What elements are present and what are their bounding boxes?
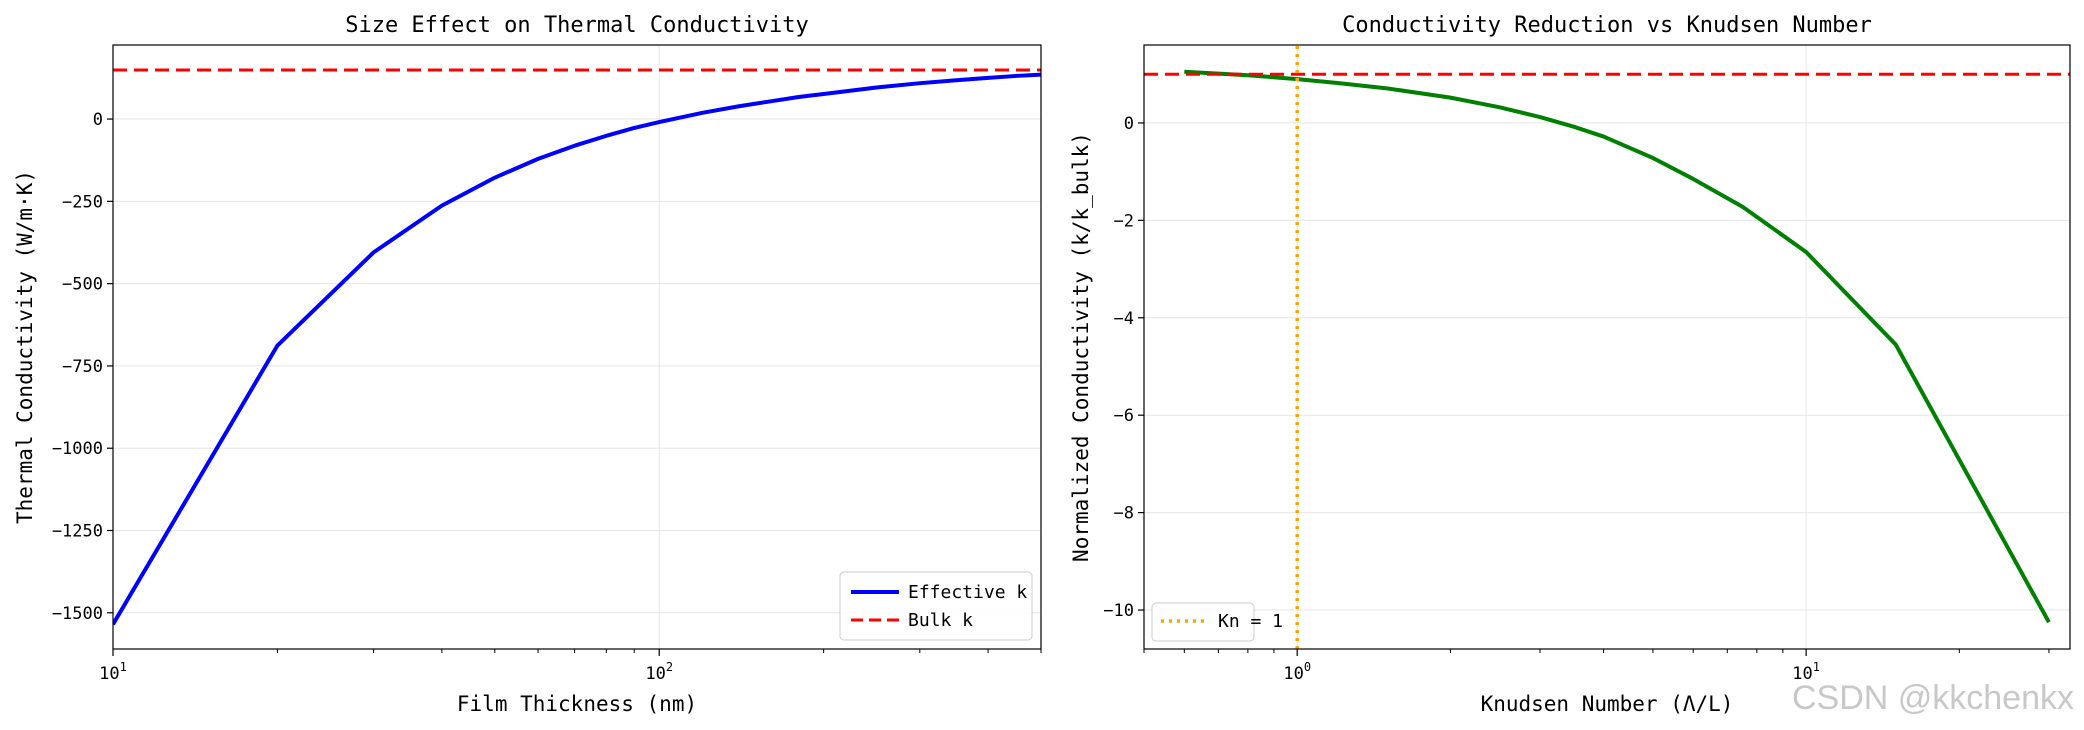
legend: Effective k Bulk k bbox=[839, 571, 1033, 641]
x-tick-label: 101 bbox=[1792, 660, 1820, 684]
y-tick-label: −1250 bbox=[52, 522, 103, 542]
y-tick-label: −500 bbox=[62, 275, 103, 295]
chart-title: Conductivity Reduction vs Knudsen Number bbox=[1342, 13, 1872, 38]
plot-area bbox=[1144, 45, 2070, 649]
legend-label-kn: Kn = 1 bbox=[1218, 611, 1283, 632]
tick-group: 0 −2 −4 −6 −8 −10 100 101 bbox=[1103, 114, 2050, 684]
x-tick-label: 101 bbox=[99, 660, 127, 684]
series-effective-k-line bbox=[113, 72, 1041, 626]
y-tick-label: −6 bbox=[1114, 406, 1134, 426]
y-tick-label: −250 bbox=[62, 192, 103, 212]
series-group bbox=[113, 68, 1041, 626]
plot-frame bbox=[1143, 44, 2071, 650]
legend-label-effective: Effective k bbox=[908, 582, 1027, 603]
series-group bbox=[1144, 45, 2070, 649]
x-axis-label: Film Thickness (nm) bbox=[457, 692, 697, 716]
legend: Kn = 1 bbox=[1151, 602, 1283, 642]
y-tick-label: 0 bbox=[93, 110, 103, 130]
y-tick-label: −4 bbox=[1114, 309, 1134, 329]
x-tick-label: 102 bbox=[645, 660, 673, 684]
legend-box bbox=[839, 571, 1033, 641]
y-tick-label: −1000 bbox=[52, 439, 103, 459]
tick-group: 0 −250 −500 −750 −1000 −1250 −1500 101 102 bbox=[52, 110, 1042, 684]
thermal-conductivity-chart: 0 −250 −500 −750 −1000 −1250 −1500 101 102 Size … bbox=[13, 13, 1042, 716]
y-axis-label: Normalized Conductivity (k/k_bulk) bbox=[1069, 132, 1093, 562]
x-axis-label: Knudsen Number (Λ/L) bbox=[1481, 692, 1734, 716]
y-tick-label: −2 bbox=[1114, 211, 1134, 231]
watermark: CSDN @kkchenkx bbox=[1791, 679, 2074, 717]
y-tick-label: −10 bbox=[1103, 601, 1134, 621]
series-normalized-k-line bbox=[1184, 69, 2051, 624]
y-tick-label: 0 bbox=[1124, 114, 1134, 134]
plot-area bbox=[113, 45, 1041, 649]
x-tick-label: 100 bbox=[1283, 660, 1311, 684]
legend-label-bulk: Bulk k bbox=[908, 610, 973, 631]
y-tick-label: −750 bbox=[62, 357, 103, 377]
y-tick-label: −8 bbox=[1114, 504, 1134, 524]
knudsen-chart: 0 −2 −4 −6 −8 −10 100 101 Conductivity Reductio… bbox=[1069, 13, 2071, 716]
y-axis-label: Thermal Conductivity (W/m·K) bbox=[13, 170, 37, 524]
y-tick-label: −1500 bbox=[52, 604, 103, 624]
chart-title: Size Effect on Thermal Conductivity bbox=[345, 13, 809, 38]
plot-frame bbox=[112, 44, 1042, 650]
